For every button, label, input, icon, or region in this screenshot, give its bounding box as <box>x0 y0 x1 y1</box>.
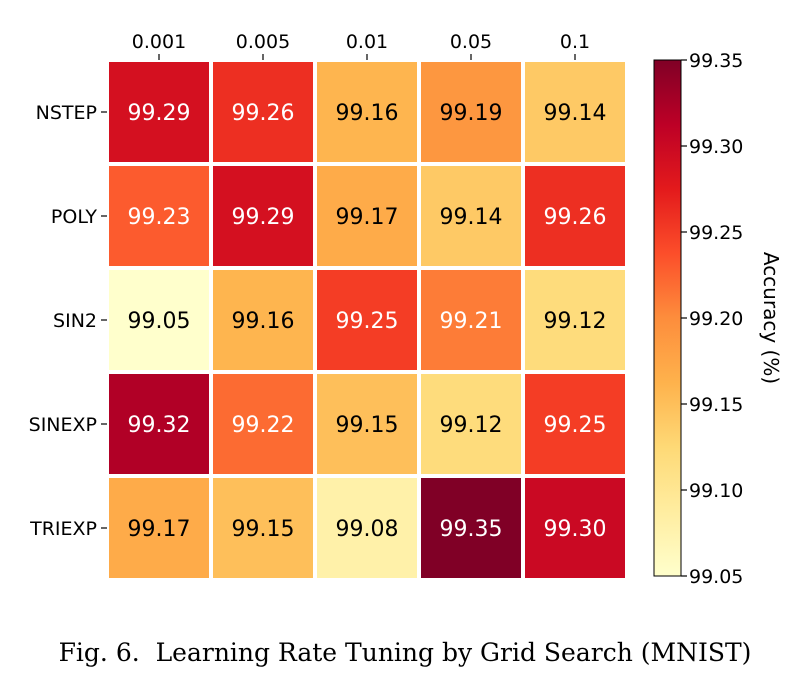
x-tick-label: 0.005 <box>236 31 290 53</box>
colorbar-tick-label: 99.10 <box>689 480 743 502</box>
colorbar-tick-label: 99.25 <box>689 222 743 244</box>
cell-value-label: 99.19 <box>440 101 503 126</box>
cell-value-label: 99.30 <box>544 517 607 542</box>
colorbar-tick-label: 99.30 <box>689 136 743 158</box>
heatmap-cell <box>209 474 317 582</box>
heatmap-cell <box>209 266 317 374</box>
figure-caption: Fig. 6. Learning Rate Tuning by Grid Sea… <box>58 638 752 667</box>
cell-value-label: 99.12 <box>544 309 607 334</box>
cell-value-label: 99.26 <box>544 205 607 230</box>
cell-value-label: 99.17 <box>128 517 191 542</box>
x-tick-label: 0.1 <box>560 31 590 53</box>
cell-value-label: 99.12 <box>440 413 503 438</box>
colorbar-tick-label: 99.15 <box>689 394 743 416</box>
cell-value-label: 99.14 <box>544 101 607 126</box>
heatmap-cell <box>313 474 421 582</box>
heatmap-cell <box>417 370 525 478</box>
colorbar: 99.05 99.10 99.15 99.20 99.25 99.30 99.35 Accur… <box>653 50 783 588</box>
cell-value-label: 99.15 <box>336 413 399 438</box>
heatmap-cell <box>521 474 629 582</box>
y-tick-label: TRIEXP <box>29 518 97 540</box>
cell-value-label: 99.25 <box>544 413 607 438</box>
y-tick-label: SINEXP <box>29 414 97 436</box>
cell-value-label: 99.23 <box>128 205 191 230</box>
cell-value-label: 99.17 <box>336 205 399 230</box>
colorbar-gradient <box>653 59 682 577</box>
cell-value-label: 99.16 <box>336 101 399 126</box>
cell-value-label: 99.16 <box>232 309 295 334</box>
heatmap-cell <box>521 162 629 270</box>
cell-value-label: 99.08 <box>336 517 399 542</box>
x-tick-label: 0.01 <box>346 31 388 53</box>
cell-value-label: 99.25 <box>336 309 399 334</box>
cell-value-label: 99.26 <box>232 101 295 126</box>
y-axis-ticks: NSTEP POLY SIN2 SINEXP TRIEXP <box>29 102 107 540</box>
heatmap-cell <box>521 370 629 478</box>
colorbar-tick-label: 99.20 <box>689 308 743 330</box>
heatmap-chart: 99.29 99.26 99.16 99.19 99.14 99.23 99.29 99.17… <box>29 31 783 588</box>
cell-value-label: 99.22 <box>232 413 295 438</box>
heatmap-cell <box>417 266 525 374</box>
colorbar-tick-label: 99.35 <box>689 50 743 72</box>
x-tick-label: 0.05 <box>450 31 492 53</box>
x-axis-ticks: 0.001 0.005 0.01 0.05 0.1 <box>132 31 590 60</box>
cell-value-label: 99.15 <box>232 517 295 542</box>
colorbar-label: Accuracy (%) <box>759 252 783 384</box>
heatmap-cell <box>209 370 317 478</box>
cell-value-label: 99.29 <box>232 205 295 230</box>
cell-value-label: 99.32 <box>128 413 191 438</box>
x-tick-label: 0.001 <box>132 31 186 53</box>
y-tick-label: SIN2 <box>53 310 97 332</box>
colorbar-tick-label: 99.05 <box>689 566 743 588</box>
y-tick-label: NSTEP <box>36 102 97 124</box>
cell-value-label: 99.21 <box>440 309 503 334</box>
y-tick-label: POLY <box>51 206 97 228</box>
heatmap-cell <box>313 162 421 270</box>
cell-value-label: 99.35 <box>440 517 503 542</box>
cell-value-label: 99.29 <box>128 101 191 126</box>
cell-value-label: 99.05 <box>128 309 191 334</box>
heatmap-cells: 99.29 99.26 99.16 99.19 99.14 99.23 99.29 99.17… <box>105 58 629 582</box>
cell-value-label: 99.14 <box>440 205 503 230</box>
